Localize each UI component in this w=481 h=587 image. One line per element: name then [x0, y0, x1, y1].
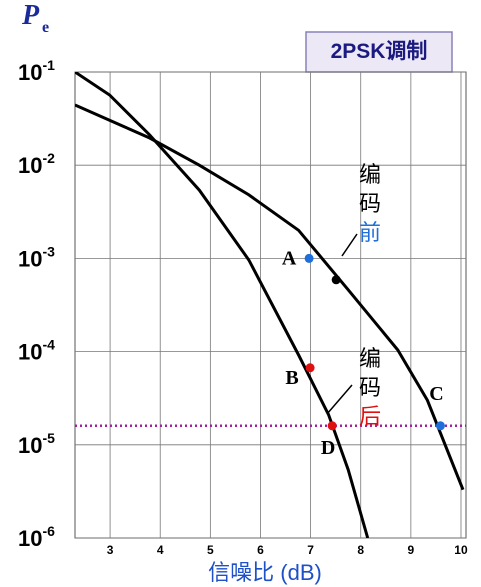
point-label: B	[285, 367, 298, 389]
x-tick-label: 4	[157, 543, 164, 557]
y-axis-label: P	[21, 0, 40, 31]
data-point	[331, 275, 341, 285]
y-tick-label: 10-6	[18, 523, 55, 551]
curve-annotation: 编码后	[359, 346, 381, 429]
x-tick-label: 5	[207, 543, 214, 557]
y-tick-label: 10-3	[18, 243, 55, 271]
point-label: A	[282, 247, 297, 269]
plot-area	[75, 72, 466, 538]
x-tick-label: 7	[307, 543, 314, 557]
x-tick-label: 6	[257, 543, 264, 557]
x-tick-label: 10	[454, 543, 468, 557]
y-tick-label: 10-4	[18, 337, 55, 365]
x-axis-label: 信噪比 (dB)	[208, 560, 322, 585]
plot-frame	[74, 71, 467, 539]
y-axis-label-sub: e	[42, 19, 49, 36]
data-point	[305, 363, 315, 373]
x-tick-label: 3	[107, 543, 114, 557]
curve-annotation: 编码前	[359, 162, 381, 245]
chart-title: 2PSK调制	[331, 40, 428, 63]
data-point	[435, 421, 445, 431]
leader-line	[326, 384, 353, 415]
x-tick-label: 8	[357, 543, 364, 557]
leader-line	[341, 233, 358, 257]
point-label: C	[429, 383, 443, 405]
curve	[75, 103, 465, 491]
point-label: D	[321, 437, 335, 459]
title-box	[305, 31, 453, 73]
data-point	[327, 421, 337, 431]
y-tick-label: 10-2	[18, 150, 55, 178]
data-point	[304, 253, 314, 263]
y-tick-label: 10-5	[18, 430, 55, 458]
y-tick-label: 10-1	[18, 57, 55, 85]
x-tick-label: 9	[408, 543, 415, 557]
curve	[75, 72, 370, 538]
